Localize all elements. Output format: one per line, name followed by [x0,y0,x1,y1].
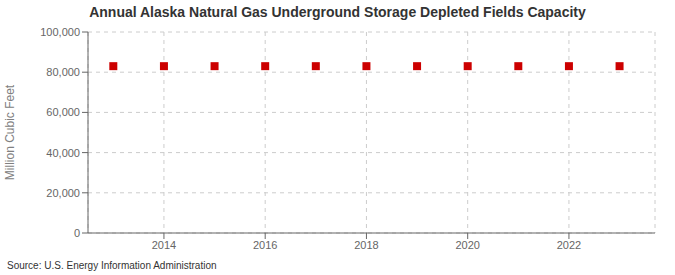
html-text:Source: U.S. Energy Informatio: Source: U.S. Energy Information Administ… [7,260,217,271]
svg-text:100,000: 100,000 [40,26,80,38]
svg-text:2020: 2020 [455,239,479,251]
svg-text:Million Cubic Feet: Million Cubic Feet [8,84,17,180]
svg-text:2014: 2014 [152,239,176,251]
svg-text:20,000: 20,000 [46,187,80,199]
html-text:Annual Alaska Natural Gas Unde: Annual Alaska Natural Gas Underground St… [89,4,586,20]
svg-text:40,000: 40,000 [46,147,80,159]
svg-text:2018: 2018 [354,239,378,251]
svg-text:2016: 2016 [253,239,277,251]
svg-text:2022: 2022 [557,239,581,251]
svg-text:60,000: 60,000 [46,106,80,118]
svg-text:80,000: 80,000 [46,66,80,78]
svg-text:0: 0 [74,227,80,239]
